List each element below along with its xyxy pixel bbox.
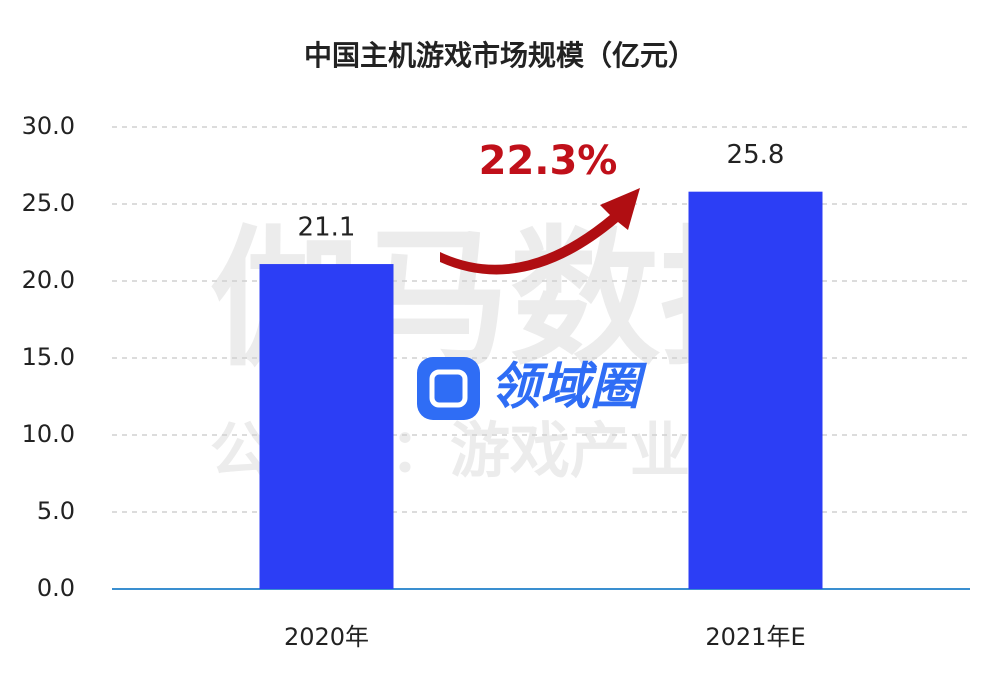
y-tick-label: 25.0 <box>22 189 75 217</box>
y-tick-label: 20.0 <box>22 266 75 294</box>
x-tick-label: 2021年E <box>705 623 805 651</box>
bar <box>259 264 394 589</box>
y-tick-label: 15.0 <box>22 343 75 371</box>
y-tick-label: 5.0 <box>37 497 75 525</box>
bar <box>688 191 823 589</box>
logo-icon <box>417 357 480 420</box>
value-label: 25.8 <box>727 140 785 170</box>
chart-title: 中国主机游戏市场规模（亿元） <box>304 39 696 72</box>
y-tick-label: 30.0 <box>22 112 75 140</box>
x-tick-label: 2020年 <box>284 623 369 651</box>
y-tick-label: 10.0 <box>22 420 75 448</box>
y-tick-label: 0.0 <box>37 574 75 602</box>
growth-annotation: 22.3% <box>479 138 618 184</box>
value-label: 21.1 <box>298 213 356 243</box>
logo-text: 领域圈 <box>490 358 647 416</box>
growth-arrow <box>440 188 640 275</box>
logo-icon-inner <box>429 369 468 408</box>
